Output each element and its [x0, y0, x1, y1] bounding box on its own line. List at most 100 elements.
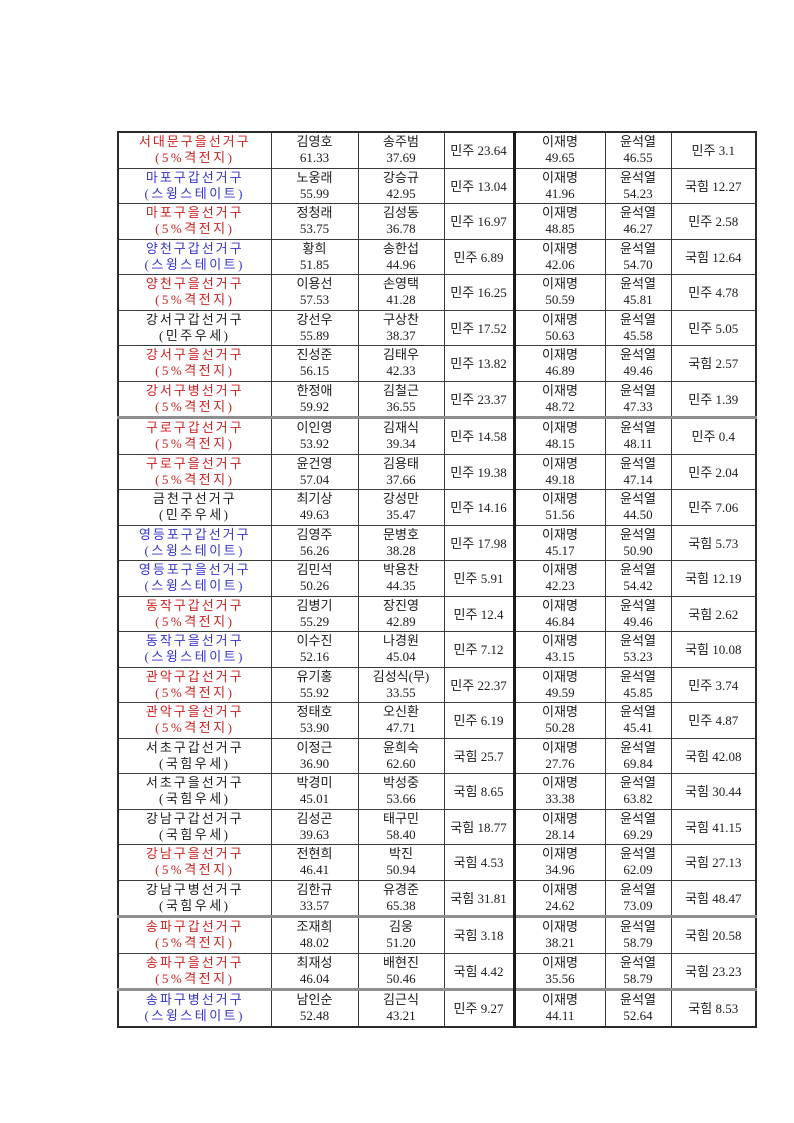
candidate2-cell: 김철근 36.55: [357, 380, 445, 418]
margin-2022-value: 국힘 2.57: [688, 356, 739, 372]
candidate2-name: 장진영: [383, 597, 419, 613]
district-category: (5%격전지): [155, 292, 235, 308]
margin-2020-cell: 민주 16.25: [443, 274, 515, 311]
yoon-cell: 윤석열 69.84: [604, 737, 672, 774]
candidate2-name: 박진: [389, 846, 413, 862]
candidate1-cell: 전현희 46.41: [270, 844, 359, 881]
margin-2022-cell: 민주 0.4: [670, 416, 757, 455]
candidate1-pct: 53.92: [299, 436, 330, 452]
lee-name: 이재명: [542, 455, 578, 471]
candidate2-pct: 43.21: [386, 1008, 416, 1024]
lee-name: 이재명: [542, 954, 578, 970]
yoon-name: 윤석열: [620, 420, 656, 436]
lee-name: 이재명: [542, 134, 578, 150]
yoon-cell: 윤석열 45.58: [604, 309, 672, 346]
lee-pct: 50.63: [545, 327, 575, 343]
district-cell: 동작구을선거구 (스윙스테이트): [117, 631, 272, 668]
margin-2020-cell: 민주 6.89: [443, 238, 515, 275]
candidate1-name: 이용선: [296, 276, 333, 292]
margin-2020-cell: 민주 22.37: [443, 666, 515, 703]
lee-cell: 이재명 27.76: [512, 737, 606, 774]
lee-name: 이재명: [542, 420, 578, 436]
yoon-pct: 73.09: [623, 897, 653, 913]
margin-2020-cell: 민주 6.19: [443, 702, 515, 739]
yoon-pct: 45.81: [623, 292, 653, 308]
yoon-cell: 윤석열 73.09: [604, 879, 672, 917]
margin-2020-value: 민주 5.91: [453, 571, 504, 587]
candidate2-pct: 44.35: [386, 578, 416, 594]
lee-name: 이재명: [542, 311, 578, 327]
margin-2020-cell: 민주 17.98: [443, 524, 515, 561]
candidate2-pct: 42.89: [386, 613, 416, 629]
yoon-name: 윤석열: [620, 919, 656, 935]
candidate2-cell: 박용찬 44.35: [357, 560, 445, 597]
margin-2022-cell: 국힘 20.58: [670, 915, 757, 954]
margin-2022-value: 민주 5.05: [688, 320, 739, 336]
margin-2022-cell: 민주 4.78: [670, 274, 757, 311]
margin-2020-cell: 민주 19.38: [443, 453, 515, 490]
candidate1-name: 한정애: [296, 382, 333, 398]
district-category: (스윙스테이트): [144, 649, 245, 665]
candidate2-pct: 39.34: [386, 436, 416, 452]
district-cell: 강남구갑선거구 (국힘우세): [117, 808, 272, 845]
candidate1-cell: 황희 51.85: [270, 238, 359, 275]
margin-2022-cell: 국힘 12.27: [670, 167, 757, 204]
candidate1-cell: 이수진 52.16: [270, 631, 359, 668]
table-row: 송파구을선거구 (5%격전지) 최재성 46.04 배현진 50.46 국힘 4…: [117, 952, 757, 990]
margin-2020-cell: 국힘 4.53: [443, 844, 515, 881]
yoon-cell: 윤석열 47.33: [604, 380, 672, 418]
yoon-pct: 69.29: [623, 826, 653, 842]
candidate2-cell: 장진영 42.89: [357, 595, 445, 632]
candidate1-pct: 53.75: [299, 221, 330, 237]
candidate1-cell: 유기홍 55.92: [270, 666, 359, 703]
candidate2-cell: 박진 50.94: [357, 844, 445, 881]
margin-2020-cell: 민주 14.58: [443, 416, 515, 455]
district-name: 동작구을선거구: [145, 633, 244, 649]
table-row: 동작구을선거구 (스윙스테이트) 이수진 52.16 나경원 45.04 민주 …: [117, 631, 757, 668]
yoon-name: 윤석열: [620, 846, 656, 862]
district-name: 마포구갑선거구: [145, 169, 244, 185]
lee-name: 이재명: [542, 347, 578, 363]
margin-2022-value: 국힘 10.08: [685, 642, 742, 658]
lee-pct: 38.21: [545, 935, 575, 951]
district-category: (5%격전지): [155, 935, 235, 951]
candidate1-name: 박경미: [296, 775, 333, 791]
candidate1-cell: 진성준 56.15: [270, 345, 359, 382]
candidate1-name: 정태호: [296, 704, 333, 720]
yoon-pct: 58.79: [623, 935, 653, 951]
candidate1-cell: 김병기 55.29: [270, 595, 359, 632]
table-row: 양천구갑선거구 (스윙스테이트) 황희 51.85 송한섭 44.96 민주 6…: [117, 238, 757, 275]
margin-2020-cell: 민주 16.97: [443, 203, 515, 240]
margin-2020-value: 민주 6.89: [453, 249, 504, 265]
table-row: 구로구을선거구 (5%격전지) 윤건영 57.04 김용태 37.66 민주 1…: [117, 453, 757, 490]
margin-2020-cell: 국힘 3.18: [443, 915, 515, 954]
lee-name: 이재명: [542, 846, 578, 862]
candidate1-pct: 57.53: [299, 292, 330, 308]
lee-cell: 이재명 48.85: [512, 203, 606, 240]
district-cell: 구로구을선거구 (5%격전지): [117, 453, 272, 490]
margin-2020-value: 민주 16.25: [450, 285, 507, 301]
lee-pct: 50.59: [545, 292, 575, 308]
candidate2-pct: 35.47: [386, 507, 416, 523]
candidate1-name: 진성준: [296, 347, 333, 363]
margin-2020-value: 민주 12.4: [453, 606, 504, 622]
district-name: 영등포구을선거구: [138, 562, 251, 578]
margin-2022-cell: 민주 7.06: [670, 489, 757, 526]
lee-name: 이재명: [542, 668, 578, 684]
district-cell: 동작구갑선거구 (5%격전지): [117, 595, 272, 632]
candidate1-name: 이인영: [296, 420, 333, 436]
yoon-name: 윤석열: [620, 134, 656, 150]
lee-pct: 46.89: [545, 363, 575, 379]
district-cell: 관악구갑선거구 (5%격전지): [117, 666, 272, 703]
candidate1-pct: 33.57: [299, 897, 330, 913]
yoon-pct: 58.79: [623, 970, 653, 986]
table-row: 강남구을선거구 (5%격전지) 전현희 46.41 박진 50.94 국힘 4.…: [117, 844, 757, 881]
candidate2-pct: 53.66: [386, 791, 416, 807]
candidate1-pct: 55.92: [299, 684, 330, 700]
candidate1-cell: 한정애 59.92: [270, 380, 359, 418]
candidate2-name: 송주범: [383, 134, 419, 150]
yoon-name: 윤석열: [620, 240, 656, 256]
margin-2022-cell: 국힘 48.47: [670, 879, 757, 917]
table-row: 관악구을선거구 (5%격전지) 정태호 53.90 오신환 47.71 민주 6…: [117, 702, 757, 739]
district-name: 영등포구갑선거구: [138, 526, 251, 542]
